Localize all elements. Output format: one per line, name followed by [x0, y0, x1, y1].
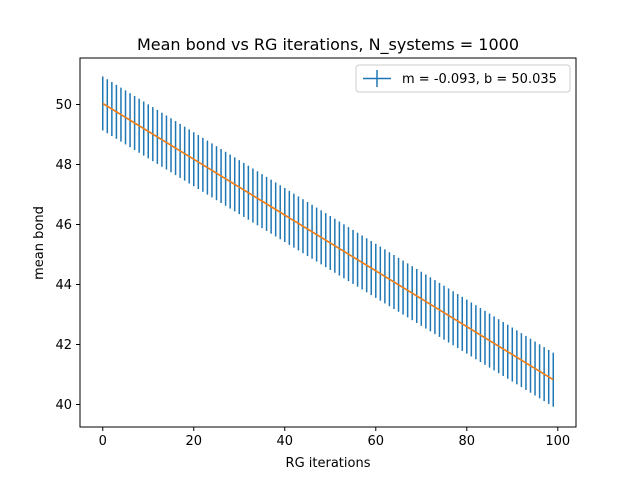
- plot-frame: [79, 57, 577, 428]
- fit-line: [102, 102, 554, 381]
- x-tick-label: 100: [545, 434, 570, 449]
- legend-label: m = -0.093, b = 50.035: [402, 72, 557, 87]
- y-tick-label: 50: [55, 98, 72, 113]
- x-tick-label: 80: [459, 434, 476, 449]
- y-axis-label: mean bond: [32, 206, 47, 280]
- y-tick-label: 46: [55, 218, 72, 233]
- y-tick-label: 48: [55, 158, 72, 173]
- y-tick-label: 44: [55, 278, 72, 293]
- axes-layer: 0 20 40 60 80 100 40 42 44 46 48 50: [55, 57, 577, 449]
- x-tick-label: 60: [368, 434, 385, 449]
- y-tick-label: 40: [55, 398, 72, 413]
- legend-frame: [355, 64, 571, 93]
- legend: m = -0.093, b = 50.035: [355, 64, 571, 93]
- x-tick-label: 0: [99, 434, 107, 449]
- x-axis-label: RG iterations: [286, 456, 371, 471]
- y-tick-label: 42: [55, 338, 72, 353]
- chart-title: Mean bond vs RG iterations, N_systems = …: [137, 35, 519, 55]
- x-tick-label: 20: [185, 434, 202, 449]
- x-tick-label: 40: [276, 434, 293, 449]
